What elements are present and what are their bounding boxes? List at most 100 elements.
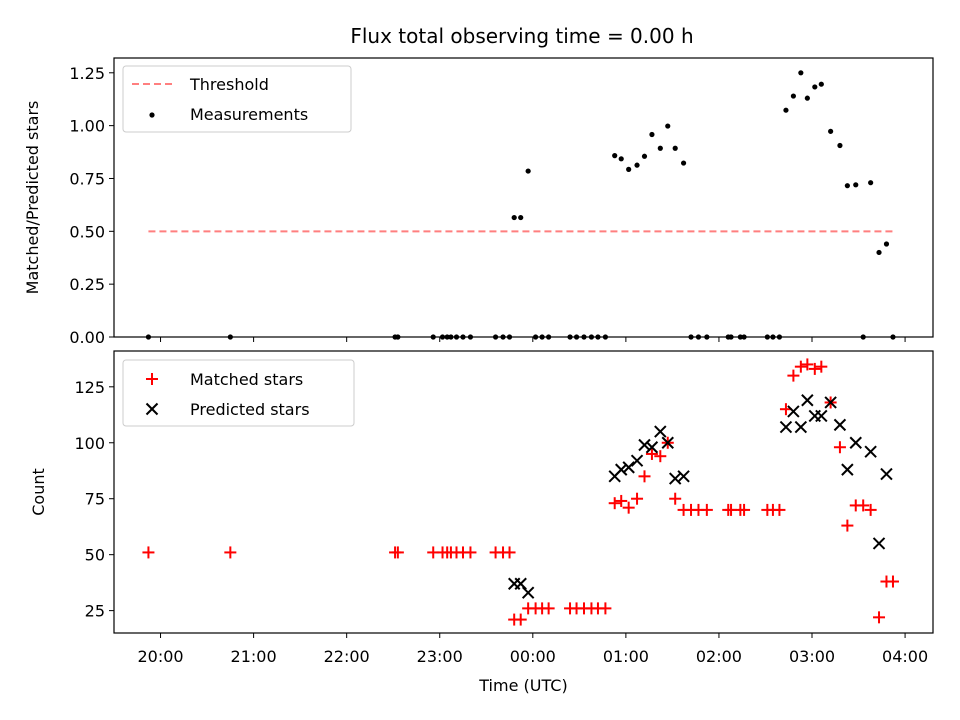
matched-star-point (787, 369, 800, 382)
cross-b (638, 438, 651, 452)
bottom-y-tick-label: 100 (74, 434, 105, 453)
matched-star-point (631, 492, 644, 505)
measurement-point (672, 145, 678, 151)
matched-star-point (841, 519, 854, 532)
predicted-star-point (622, 461, 635, 474)
legend-matched-label: Matched stars (190, 370, 303, 389)
measurement-point (680, 160, 687, 166)
cross-b (864, 445, 877, 458)
cross-b (145, 402, 159, 416)
bottom-y-ticks: 25 50 75 100 125 (74, 378, 114, 621)
predicted-star-point (677, 470, 690, 483)
chart-title: Flux total observing time = 0.00 h (350, 24, 693, 48)
legend-plus-mark (146, 373, 158, 385)
matched-star-point (638, 470, 651, 483)
legend-measurements-swatch (149, 112, 155, 118)
cross-b (880, 467, 893, 481)
matched-star-point (622, 501, 635, 514)
predicted-star-point (815, 409, 828, 423)
legend-cross-mark (145, 402, 159, 416)
predicted-star-point (514, 577, 527, 590)
bottom-y-axis-label: Count (29, 468, 48, 516)
bottom-y-tick-label: 125 (74, 378, 105, 397)
x-tick-label: 03:00 (789, 647, 835, 666)
bottom-legend-box (122, 359, 355, 427)
matched-stars-points (142, 358, 899, 626)
measurement-point (828, 128, 834, 134)
matched-star-point (654, 450, 667, 463)
matched-star-point (142, 546, 155, 559)
measurement-point (657, 145, 663, 151)
measurement-points (145, 70, 896, 340)
bottom-y-tick-label: 25 (85, 602, 105, 621)
measurement-point (518, 214, 524, 221)
x-tick-label: 22:00 (324, 647, 370, 666)
matched-star-point (801, 358, 814, 371)
matched-star-point (873, 611, 886, 624)
x-axis-label: Time (UTC) (478, 676, 567, 695)
matched-star-point (700, 503, 713, 516)
cross-b (622, 461, 635, 474)
x-tick-label: 21:00 (231, 647, 277, 666)
top-x-ticks (160, 337, 906, 342)
matched-star-point (864, 503, 877, 516)
matched-star-point (815, 360, 828, 373)
predicted-star-point (787, 405, 800, 418)
measurement-point (511, 214, 517, 221)
matched-star-point (773, 503, 786, 516)
x-tick-label: 02:00 (696, 647, 742, 666)
cross-b (787, 405, 800, 418)
cross-b (794, 420, 808, 434)
bottom-y-tick-label: 75 (85, 490, 105, 509)
legend-threshold-label: Threshold (189, 75, 269, 94)
predicted-stars-points (507, 394, 893, 599)
measurement-point (783, 107, 789, 113)
legend-predicted-label: Predicted stars (190, 400, 310, 419)
predicted-star-point (880, 467, 893, 481)
top-y-tick-label: 0.00 (69, 328, 105, 347)
top-y-tick-label: 0.25 (69, 275, 105, 294)
predicted-star-point (661, 436, 674, 449)
matched-star-point (738, 503, 751, 516)
cross-b (841, 463, 854, 476)
bottom-x-ticks: 20:00 21:00 22:00 23:00 00:00 01:00 02:00 03:00… (137, 633, 928, 666)
matched-star-point (464, 546, 477, 559)
cross-b (615, 463, 628, 476)
matched-star-point (224, 546, 237, 559)
legend-predicted-swatch (145, 402, 159, 416)
matched-star-point (886, 575, 899, 588)
matched-star-point (514, 613, 527, 626)
cross-b (833, 418, 847, 432)
top-y-tick-label: 0.75 (69, 169, 105, 188)
matched-star-point (608, 497, 621, 510)
matched-star-point (833, 441, 846, 454)
measurement-point (844, 183, 850, 189)
predicted-star-point (864, 445, 877, 458)
measurement-point (837, 142, 843, 149)
cross-b (661, 436, 674, 449)
measurement-point (798, 70, 804, 76)
x-tick-label: 04:00 (882, 647, 928, 666)
measurement-point (612, 153, 618, 159)
x-tick-label: 23:00 (417, 647, 463, 666)
matched-star-point (857, 499, 870, 512)
predicted-star-point (630, 454, 644, 467)
matched-star-point (615, 494, 628, 507)
matched-star-point (645, 447, 658, 460)
measurement-point (818, 81, 824, 87)
predicted-star-point (638, 438, 651, 452)
top-legend: Threshold Measurements (122, 65, 352, 133)
bottom-plot-frame (113, 350, 934, 634)
top-y-tick-label: 0.50 (69, 222, 105, 241)
cross-b (645, 441, 659, 454)
top-y-tick-label: 1.00 (69, 117, 105, 136)
cross-b (668, 472, 682, 485)
predicted-star-point (615, 463, 628, 476)
x-tick-label: 01:00 (603, 647, 649, 666)
bottom-y-tick-label: 50 (85, 546, 105, 565)
measurement-point (665, 123, 671, 129)
matched-star-point (669, 492, 682, 505)
legend-matched-swatch (146, 373, 158, 385)
predicted-star-point (849, 436, 862, 449)
